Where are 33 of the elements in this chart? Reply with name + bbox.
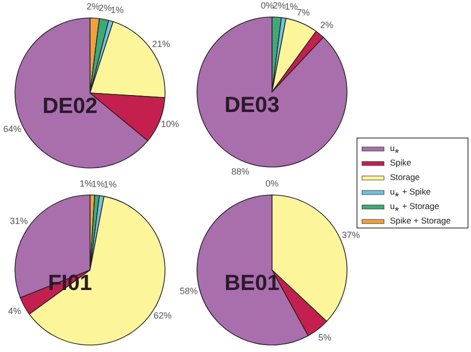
data-label: 37% [342, 230, 360, 240]
data-label: 2% [272, 0, 286, 11]
pie-slice [196, 16, 348, 168]
data-label: 1% [80, 178, 93, 188]
legend-label: u⁎ [390, 143, 400, 154]
legend-label: u⁎ + Storage [390, 201, 440, 212]
text: 0% [260, 0, 274, 10]
data-label: 4% [8, 306, 22, 316]
data-label: 1% [104, 179, 117, 190]
data-label: 2% [98, 2, 112, 13]
data-label: 58% [180, 286, 198, 296]
text: FI01 [48, 270, 92, 295]
data-label: 62% [154, 310, 172, 320]
data-label: 2% [86, 2, 100, 12]
data-label: 2% [320, 20, 334, 30]
data-label: 64% [3, 124, 22, 134]
text: DE03 [224, 92, 280, 117]
data-label: 10% [160, 119, 179, 130]
legend-label: Storage [390, 172, 420, 182]
text: DE02 [42, 93, 98, 118]
data-label: 7% [296, 7, 310, 18]
text: 0% [265, 178, 279, 188]
legend-label: Spike [390, 158, 412, 168]
legend-label: Spike + Storage [390, 216, 451, 226]
data-label: 1% [92, 178, 105, 189]
data-label: 1% [110, 4, 124, 15]
data-label: 1% [284, 1, 298, 12]
legend-label: u⁎ + Spike [390, 186, 431, 197]
data-label: 5% [318, 332, 332, 342]
data-label: 21% [152, 39, 170, 50]
data-label: 88% [231, 166, 250, 176]
data-label: 31% [10, 216, 28, 226]
text: BE01 [224, 270, 280, 295]
